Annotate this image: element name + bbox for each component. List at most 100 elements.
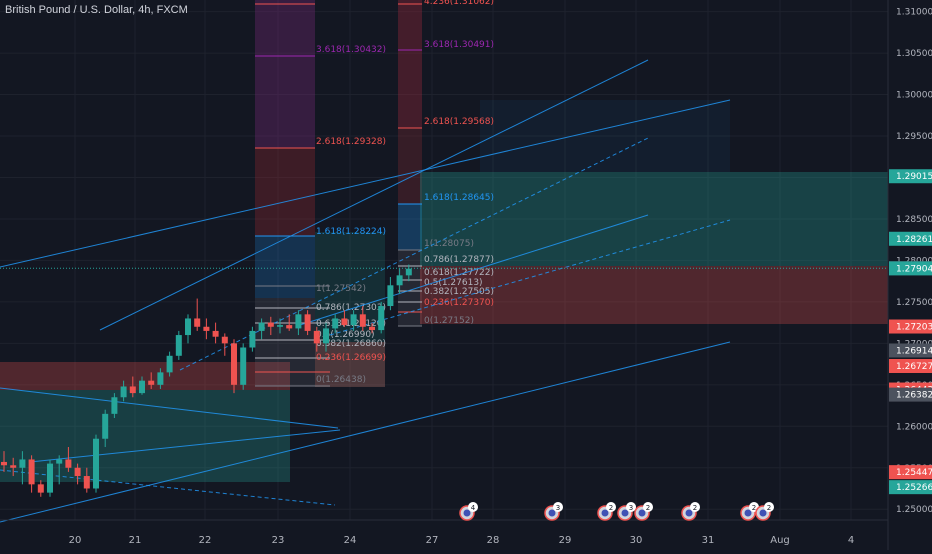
badge-bubble [690, 502, 700, 512]
event-badge-count: 2 [752, 504, 756, 512]
trend-line [99, 59, 649, 331]
flag-dot [548, 509, 556, 517]
badge-bubble [764, 502, 774, 512]
candle-body [194, 318, 201, 327]
price-label: 1.26914 [896, 346, 932, 356]
price-label-box [889, 169, 932, 184]
candle-body [249, 330, 256, 348]
flag-dot [759, 509, 767, 517]
badge-bubble [606, 502, 616, 512]
x-tick-label: 4 [848, 535, 854, 546]
fib-label: 3.618(1.30432) [316, 45, 386, 55]
event-flag-icon[interactable]: 2 [681, 502, 700, 521]
event-badge-count: 2 [693, 504, 697, 512]
fib-label: 0.5(1.26990) [316, 330, 375, 340]
candle-body [405, 268, 412, 276]
price-label-box [889, 480, 932, 495]
candle-body [120, 386, 127, 398]
drawing-box [420, 266, 888, 324]
trend-line [29, 429, 341, 463]
event-flag-icon[interactable]: 4 [459, 502, 478, 521]
drawing-box [398, 204, 422, 250]
price-label-box [889, 261, 932, 276]
fib-label: 1(1.27542) [316, 284, 366, 294]
x-tick-label: 29 [559, 535, 572, 546]
y-tick-label: 1.30500 [896, 49, 932, 59]
candle-body [369, 326, 375, 331]
candle-body [313, 330, 320, 344]
event-badge-count: 3 [556, 504, 560, 512]
candle-body [286, 325, 293, 329]
candle-body [231, 343, 237, 385]
candle-body [47, 463, 53, 493]
flag-dot [601, 509, 609, 517]
fib-label: 0.786(1.27877) [424, 255, 494, 265]
event-flag-icon[interactable]: 2 [740, 502, 759, 521]
y-tick-label: 1.26000 [896, 422, 932, 432]
candle-body [102, 413, 109, 439]
y-tick-label: 1.25000 [896, 505, 932, 515]
price-label: 1.28261 [896, 235, 932, 245]
fib-label: 0.382(1.26860) [316, 339, 386, 349]
fib-label: 3.618(1.30491) [424, 40, 494, 50]
event-flag-icon[interactable]: 3 [617, 502, 636, 521]
candle-body [111, 397, 118, 414]
badge-bubble [626, 502, 636, 512]
fib-label: 4.236(1.31062) [424, 0, 494, 7]
fib-label: 0.382(1.27505) [424, 287, 494, 297]
candle-body [267, 322, 274, 327]
x-tick-label: 20 [69, 535, 82, 546]
trend-line [0, 387, 339, 429]
candle-body [387, 285, 394, 307]
price-label: 1.25266 [896, 483, 932, 493]
price-label-box [889, 319, 932, 334]
price-label-box [889, 465, 932, 480]
candle-body [359, 314, 366, 327]
price-label: 1.29015 [896, 172, 932, 182]
drawing-box [0, 390, 290, 482]
x-tick-label: 28 [487, 535, 500, 546]
y-tick-label: 1.27500 [896, 298, 932, 308]
fib-label: 0(1.27152) [424, 316, 474, 326]
flag-dot [685, 509, 693, 517]
candle-body [19, 459, 26, 468]
candle-body [221, 336, 228, 344]
drawing-box [398, 128, 422, 204]
price-label: 1.26382 [896, 391, 932, 401]
fib-label: 0.236(1.27370) [424, 298, 494, 308]
price-label-box [889, 358, 932, 373]
candle-body [166, 355, 173, 373]
event-badge-count: 4 [471, 504, 476, 512]
flag-dot [638, 509, 646, 517]
event-flag-icon[interactable]: 2 [634, 502, 653, 521]
candle-body [350, 314, 357, 326]
event-flag-icon[interactable]: 3 [544, 502, 563, 521]
price-label: 1.27904 [896, 264, 932, 274]
candle-body [10, 465, 17, 468]
drawing-box [420, 172, 888, 266]
candle-body [396, 275, 403, 286]
candle-body [129, 386, 136, 394]
trend-line [299, 214, 649, 326]
candle-body [203, 326, 210, 331]
candle-body [304, 314, 311, 331]
x-tick-label: 22 [199, 535, 212, 546]
candle-body [37, 484, 44, 493]
price-label: 1.25447 [896, 468, 932, 478]
trend-line [0, 99, 731, 268]
trend-line [0, 469, 336, 506]
trend-line [329, 219, 731, 336]
badge-bubble [468, 502, 478, 512]
drawing-box [255, 0, 315, 148]
candle-body [74, 467, 81, 477]
fib-label: 0.786(1.27303) [316, 303, 386, 313]
event-flag-icon[interactable]: 2 [755, 502, 774, 521]
price-label-box [889, 231, 932, 246]
flag-dot [463, 509, 471, 517]
candle-body [139, 380, 145, 394]
fib-label: 1.618(1.28645) [424, 193, 494, 203]
event-flag-icon[interactable]: 2 [597, 502, 616, 521]
candle-body [212, 330, 219, 337]
